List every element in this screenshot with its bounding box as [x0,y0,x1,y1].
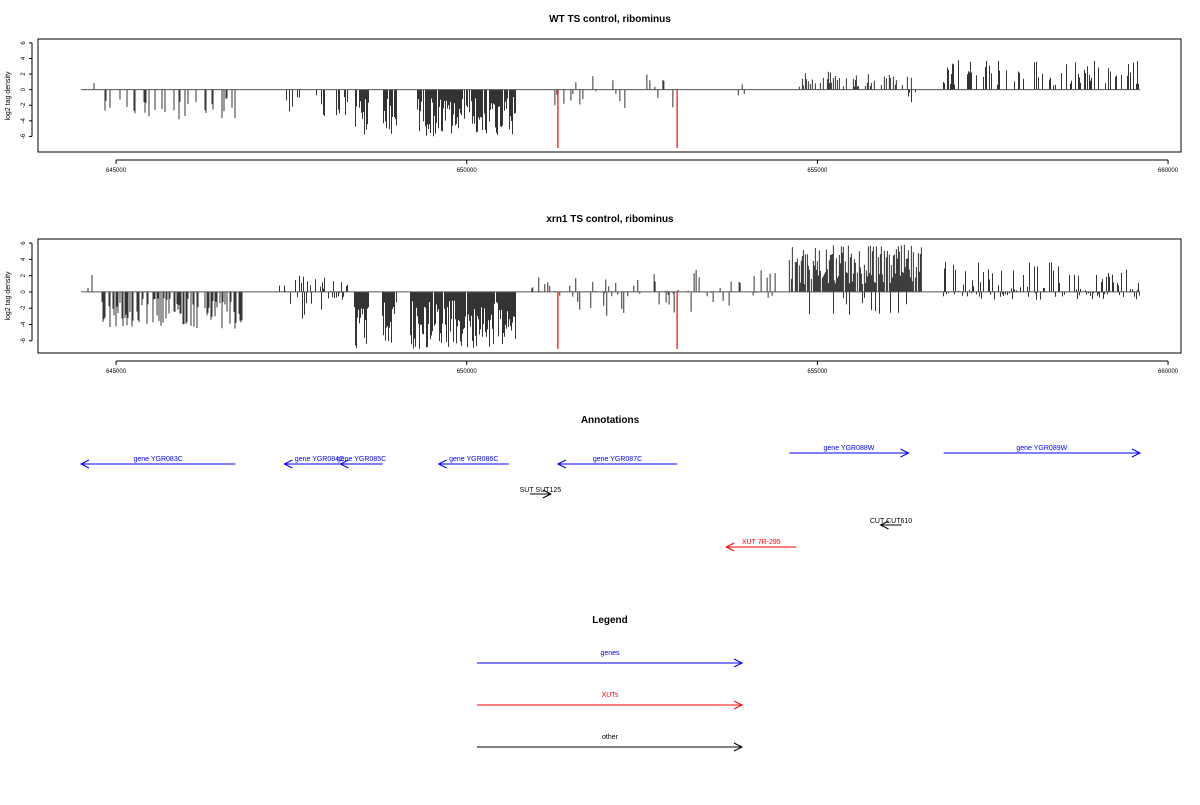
xrn1-markers [557,291,678,349]
gene-arrow-arrowhead [79,459,90,469]
y-tick-label: -6 [21,337,27,343]
legend-arrowhead [733,742,744,752]
x-tick-label: 650000 [457,168,478,174]
legend-item: XUTs [477,692,744,710]
legend-item: genes [477,650,744,668]
annotation-label: SUT SUT125 [520,487,562,494]
gene-feature: gene YGR086C [437,456,509,469]
annotation-label: CUT CUT610 [870,518,912,525]
legend-title: Legend [592,615,628,626]
xrn1-plot-frame [37,238,1182,354]
y-tick-label: -2 [21,102,27,108]
legend-label: genes [600,650,620,657]
legend-label: XUTs [602,692,619,699]
wt-y-axis-label: log2 tag density [5,71,12,121]
xrn1-y-axis: 6 4 2 0 -2 -4 -6 [21,241,33,343]
x-tick-label: 645000 [106,369,127,375]
y-tick-label: -6 [21,133,27,139]
xut-arrow-arrowhead [725,542,735,552]
annotation-label: gene YGR084C [295,456,344,463]
legend-arrowhead [733,658,744,668]
legend-items: genes XUTs other [477,650,744,752]
gene-arrow-arrowhead [1131,448,1142,458]
gene-arrow-arrowhead [283,459,293,469]
y-tick-label: 2 [21,273,27,277]
annotations-title: Annotations [581,415,640,426]
gene-arrow-arrowhead [339,459,349,469]
gene-arrow-arrowhead [556,459,567,469]
other-feature: CUT CUT610 [870,518,912,530]
annotation-label: gene YGR089W [1016,445,1067,452]
y-tick-label: -4 [21,118,27,124]
annotation-label: gene YGR087C [593,456,642,463]
gene-arrow-arrowhead [900,448,910,458]
y-tick-label: 0 [21,290,27,294]
gene-arrow-arrowhead [437,459,447,469]
gene-feature: gene YGR083C [79,456,236,469]
legend-arrowhead [733,700,744,710]
wt-plot-frame [37,38,1182,153]
x-tick-label: 650000 [457,369,478,375]
wt-markers [557,89,678,148]
x-tick-label: 655000 [807,168,828,174]
wt-bars [93,60,1139,137]
gene-feature: gene YGR085C [337,456,386,469]
xrn1-y-axis-label: log2 tag density [5,271,12,321]
y-tick-label: 0 [21,87,27,91]
annotation-label: gene YGR083C [133,456,182,463]
wt-panel-title: WT TS control, ribominus [549,14,671,25]
legend-panel: Legend genes XUTs other [477,615,744,752]
gene-feature: gene YGR087C [556,456,678,469]
legend-item: other [477,734,744,752]
y-tick-label: 6 [21,241,27,245]
x-tick-label: 660000 [1158,168,1179,174]
other-arrow-arrowhead [879,520,889,530]
annotation-label: gene YGR085C [337,456,386,463]
y-tick-label: 4 [21,257,27,261]
y-tick-label: 6 [21,41,27,45]
xut-feature: XUT 7R-295 [725,539,797,552]
wt-panel: WT TS control, ribominus 6 4 2 0 -2 -4 -6 6450… [5,14,1182,174]
x-tick-label: 660000 [1158,369,1179,375]
xrn1-panel-title: xrn1 TS control, ribominus [546,214,674,225]
x-tick-label: 655000 [807,369,828,375]
wt-x-axis: 645000 650000 655000 660000 [106,159,1179,174]
y-tick-label: 2 [21,72,27,76]
gene-feature: gene YGR089W [943,445,1142,458]
xrn1-x-axis: 645000 650000 655000 660000 [106,360,1179,375]
xrn1-bars [87,244,1140,349]
y-tick-label: 4 [21,56,27,60]
annotation-label: gene YGR088W [824,445,875,452]
gene-feature: gene YGR088W [789,445,910,458]
other-arrow-arrowhead [542,489,553,499]
annotation-label: gene YGR086C [449,456,498,463]
annotation-label: XUT 7R-295 [742,539,781,546]
other-feature: SUT SUT125 [520,487,562,499]
annotations-panel: Annotations gene YGR083C gene YGR084Cgene… [79,415,1142,552]
xrn1-panel: xrn1 TS control, ribominus 6 4 2 0 -2 -4 -6 64… [5,214,1182,375]
y-tick-label: -4 [21,321,27,327]
wt-y-axis: 6 4 2 0 -2 -4 -6 [21,41,33,139]
y-tick-label: -2 [21,305,27,311]
legend-label: other [602,734,619,741]
x-tick-label: 645000 [106,168,127,174]
